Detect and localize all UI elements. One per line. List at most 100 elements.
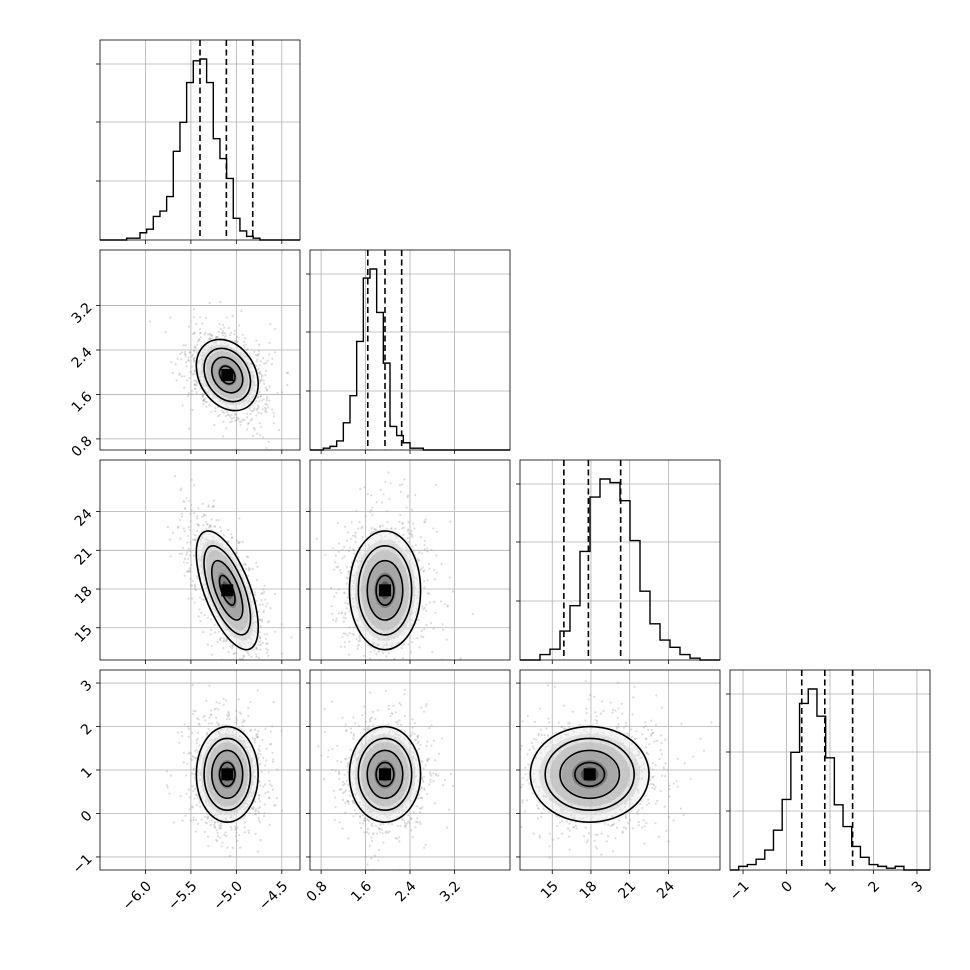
scatter-point <box>264 374 267 377</box>
scatter-point <box>235 709 238 713</box>
scatter-point <box>164 331 167 334</box>
scatter-point <box>213 821 216 824</box>
scatter-point <box>417 619 420 622</box>
scatter-point <box>197 615 200 618</box>
scatter-point <box>386 510 389 513</box>
scatter-point <box>256 407 259 410</box>
scatter-point <box>271 788 275 791</box>
scatter-point <box>193 345 196 348</box>
scatter-point <box>446 604 449 607</box>
scatter-point <box>192 332 195 335</box>
scatter-point <box>179 537 182 540</box>
scatter-point <box>265 647 268 650</box>
scatter-point <box>202 513 206 516</box>
scatter-point <box>258 390 261 394</box>
scatter-point <box>342 798 345 802</box>
scatter-point <box>381 524 384 527</box>
scatter-point <box>426 758 429 761</box>
scatter-point <box>262 588 265 591</box>
scatter-point <box>266 642 269 645</box>
scatter-point <box>190 389 194 392</box>
scatter-point <box>174 363 177 366</box>
scatter-point <box>213 821 216 824</box>
scatter-point <box>188 554 191 557</box>
scatter-point <box>348 549 351 553</box>
scatter-point <box>219 836 222 839</box>
scatter-point <box>374 528 377 531</box>
scatter-point <box>217 330 220 334</box>
scatter-point <box>234 413 237 416</box>
scatter-point <box>215 336 218 339</box>
hist-panel-0 <box>96 39 301 244</box>
scatter-point <box>255 561 258 564</box>
scatter-point <box>259 839 262 842</box>
scatter-point <box>265 410 268 414</box>
scatter-point <box>363 705 366 708</box>
scatter-point <box>267 440 270 443</box>
scatter-point <box>199 332 202 335</box>
scatter-point <box>209 618 213 621</box>
scatter-point <box>207 815 210 818</box>
scatter-point <box>246 428 249 431</box>
scatter-point <box>265 747 268 750</box>
scatter-point <box>180 358 183 361</box>
scatter-point <box>425 703 428 706</box>
scatter-point <box>208 722 211 725</box>
scatter-point <box>185 774 188 777</box>
scatter-point <box>335 591 338 594</box>
scatter-point <box>352 548 355 551</box>
scatter-point <box>262 611 265 614</box>
scatter-point <box>213 424 216 427</box>
scatter-point <box>257 807 260 810</box>
scatter-point <box>354 536 357 539</box>
scatter-point <box>212 505 215 508</box>
scatter-point <box>434 483 437 486</box>
scatter-point <box>286 383 289 387</box>
scatter-point <box>265 399 268 402</box>
scatter-point <box>256 354 259 357</box>
scatter-point <box>247 567 250 570</box>
scatter-point <box>400 646 403 650</box>
scatter-point <box>256 850 260 853</box>
scatter-point <box>256 670 258 672</box>
scatter-point <box>227 327 231 330</box>
scatter-point <box>238 517 241 520</box>
scatter-point <box>190 393 193 396</box>
scatter-point <box>225 316 228 319</box>
scatter-point <box>410 529 413 533</box>
scatter-point <box>194 818 198 821</box>
scatter-point <box>268 385 271 388</box>
scatter-point <box>247 421 250 424</box>
scatter-point <box>182 561 186 564</box>
density-contour <box>186 511 269 670</box>
scatter-point <box>236 539 239 542</box>
scatter-point <box>236 552 239 555</box>
scatter-point <box>211 506 214 509</box>
scatter-point <box>183 507 187 510</box>
scatter-point <box>361 535 364 539</box>
scatter-point <box>216 336 219 339</box>
scatter-point <box>234 419 237 422</box>
scatter-point <box>194 387 197 390</box>
scatter-point <box>263 803 266 806</box>
scatter-point <box>323 708 326 711</box>
scatter-point <box>209 709 212 712</box>
scatter-point <box>264 386 267 389</box>
scatter-point <box>256 432 259 435</box>
scatter-point <box>246 687 248 689</box>
scatter-point <box>337 612 340 615</box>
scatter-point <box>241 418 244 421</box>
scatter-point <box>263 362 266 365</box>
scatter-point <box>389 482 392 485</box>
scatter-point <box>248 812 251 815</box>
scatter-point <box>338 788 341 791</box>
scatter-point <box>209 714 212 717</box>
scatter-point <box>265 388 269 391</box>
scatter-point <box>219 327 222 331</box>
scatter-point <box>345 582 348 585</box>
scatter-point <box>252 806 255 809</box>
scatter-point <box>265 407 268 411</box>
scatter-point <box>228 712 231 715</box>
scatter-point <box>346 602 349 606</box>
scatter-point <box>418 667 420 669</box>
